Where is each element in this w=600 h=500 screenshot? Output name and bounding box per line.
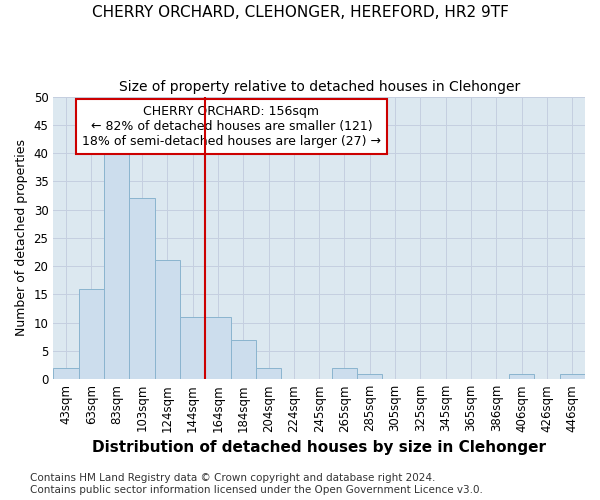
Bar [357,374,382,379]
Bar [230,340,256,379]
Bar [79,288,104,379]
Bar [560,374,585,379]
Title: Size of property relative to detached houses in Clehonger: Size of property relative to detached ho… [119,80,520,94]
Text: Contains HM Land Registry data © Crown copyright and database right 2024.
Contai: Contains HM Land Registry data © Crown c… [30,474,483,495]
Bar [104,142,129,379]
X-axis label: Distribution of detached houses by size in Clehonger: Distribution of detached houses by size … [92,440,546,455]
Bar [180,317,205,379]
Bar [53,368,79,379]
Y-axis label: Number of detached properties: Number of detached properties [15,140,28,336]
Bar [332,368,357,379]
Bar [155,260,180,379]
Text: CHERRY ORCHARD: 156sqm
← 82% of detached houses are smaller (121)
18% of semi-de: CHERRY ORCHARD: 156sqm ← 82% of detached… [82,105,381,148]
Bar [205,317,230,379]
Bar [509,374,535,379]
Bar [256,368,281,379]
Bar [129,198,155,379]
Text: CHERRY ORCHARD, CLEHONGER, HEREFORD, HR2 9TF: CHERRY ORCHARD, CLEHONGER, HEREFORD, HR2… [92,5,508,20]
